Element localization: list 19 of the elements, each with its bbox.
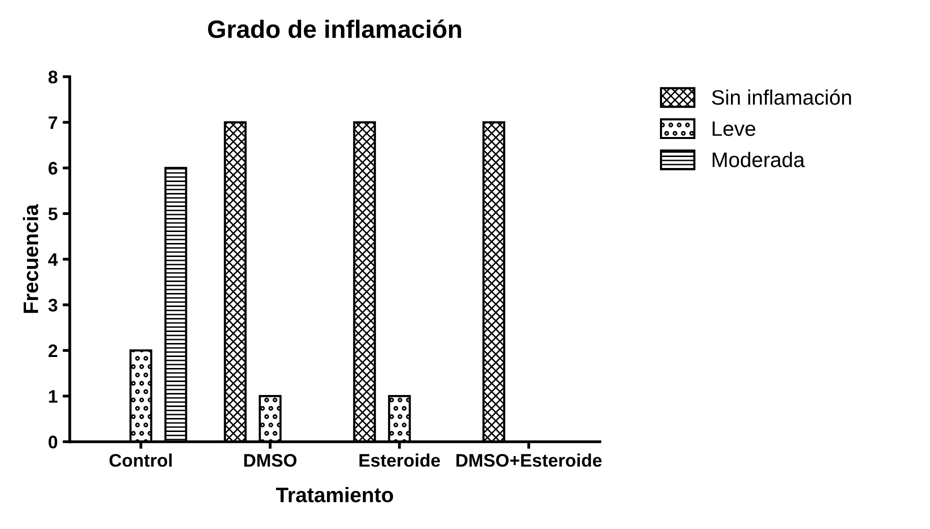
y-tick-label: 1 [49, 390, 58, 403]
y-tick-label: 8 [48, 70, 58, 84]
y-tick-label: 0 [48, 436, 58, 448]
y-tick-label: 7 [48, 116, 58, 129]
y-tick-label: 2 [48, 344, 58, 358]
y-tick-label: 6 [48, 162, 58, 175]
x-tick-label: Control [110, 454, 172, 467]
x-tick-label: DMSO+Esteroide [456, 454, 602, 467]
x-tick-label: DMSO [244, 454, 296, 467]
legend-label: Leve [712, 121, 756, 136]
y-tick-label: 3 [48, 298, 58, 312]
legend-label: Sin inflamación [712, 89, 851, 105]
chart-title: Grado de inflamación [208, 19, 462, 38]
y-tick-label: 5 [48, 208, 58, 220]
x-axis-title: Tratamiento [276, 487, 394, 502]
x-tick-label: Esteroide [360, 454, 440, 467]
y-axis-title: Frecuencia [22, 204, 38, 313]
y-tick-label: 4 [48, 253, 58, 266]
legend-label: Moderada [712, 152, 805, 168]
